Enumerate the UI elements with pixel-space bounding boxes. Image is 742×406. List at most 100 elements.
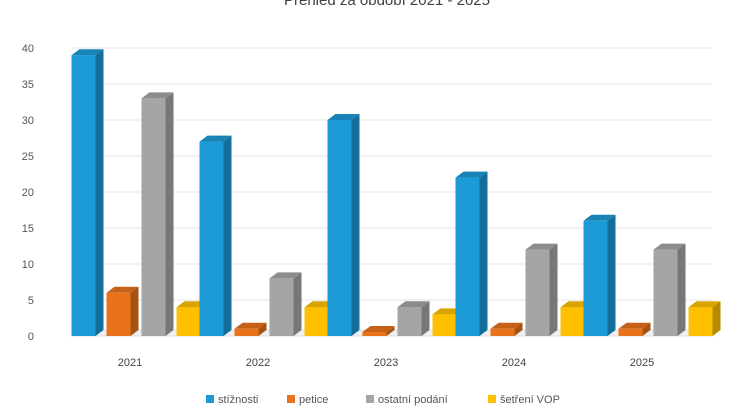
bar-side [351,114,360,336]
bar-top [583,214,616,221]
bar-side [258,322,267,336]
legend-swatch [488,395,496,403]
bar-front [141,98,166,337]
bar-front [199,141,224,336]
bar [525,243,558,336]
x-tick-label: 2024 [502,357,526,369]
bar-top [397,301,430,308]
legend-item: stížnosti [206,394,258,406]
bar-front [234,328,259,336]
bar-front [397,307,422,336]
bar-front [106,292,131,336]
bar-front [71,55,96,336]
bar-front [455,177,480,336]
bar-side [130,286,139,336]
legend-label: stížnosti [218,394,258,406]
legend-label: petice [299,394,328,406]
bar-side [223,135,232,336]
bar-top [455,171,488,178]
bar [397,301,430,336]
bar [71,49,104,336]
y-tick-label: 10 [22,259,34,271]
bar-side [479,171,488,336]
bar-top [199,135,232,142]
y-tick-label: 5 [28,295,34,307]
bar [106,286,139,336]
bar-front [688,307,713,336]
bar-top [71,49,104,56]
bar-top [653,243,686,250]
bar [490,322,523,336]
bar-top [490,322,523,329]
bar-side [607,214,616,336]
bar-side [549,243,558,336]
bar [688,301,721,336]
gridlines [72,47,712,337]
bar [455,171,488,336]
bar-front [560,307,585,336]
legend-swatch [366,395,374,403]
y-tick-label: 40 [22,43,34,55]
legend-swatch [206,395,214,403]
y-axis: 0 5 10 15 20 25 30 35 40 [22,43,34,343]
bar-top [141,92,174,99]
bar-front [269,278,294,336]
bar [362,326,395,336]
bar-side [95,49,104,336]
legend-label: šetření VOP [500,394,560,406]
bar [141,92,174,337]
bar [234,322,267,336]
y-tick-label: 25 [22,151,34,163]
bar-top [106,286,139,293]
legend-item: šetření VOP [488,394,560,406]
bar-front [583,220,608,336]
chart-title: Přehled za období 2021 - 2025 [284,0,490,9]
bar-top [525,243,558,250]
y-tick-label: 15 [22,223,34,235]
bar-top [234,322,267,329]
bar [583,214,616,336]
bar-top [269,272,302,279]
legend-swatch [287,395,295,403]
bar-front [490,328,515,336]
x-tick-label: 2025 [630,357,654,369]
y-tick-label: 35 [22,79,34,91]
bar-side [514,322,523,336]
bar-side [712,301,721,336]
bars [71,49,721,337]
bar [618,322,651,336]
bar-front [176,307,201,336]
y-tick-label: 0 [28,331,34,343]
bar-front [304,307,329,336]
bar-front [432,314,457,336]
bar-side [386,326,395,336]
bar-front [525,249,550,336]
bar [269,272,302,336]
bar [327,114,360,336]
bar-top [688,301,721,308]
x-axis: 2021 2022 2023 2024 2025 [118,357,654,369]
bar-top [327,114,360,120]
legend-item: ostatní podání [366,394,448,406]
x-tick-label: 2023 [374,357,398,369]
bar [199,135,232,336]
legend: stížnosti petice ostatní podání šetření VOP [206,394,560,406]
bar-front [362,332,387,336]
bar-side [421,301,430,336]
bar-side [165,92,174,337]
x-tick-label: 2022 [246,357,270,369]
bar-front [653,249,678,336]
x-tick-label: 2021 [118,357,142,369]
legend-item: petice [287,394,328,406]
bar-top [618,322,651,329]
bar-side [642,322,651,336]
bar-side [293,272,302,336]
bar [653,243,686,336]
y-tick-label: 20 [22,187,34,199]
bar-top [362,326,395,332]
y-tick-label: 30 [22,115,34,127]
bar-side [677,243,686,336]
bar-front [327,120,352,336]
legend-label: ostatní podání [378,394,448,406]
